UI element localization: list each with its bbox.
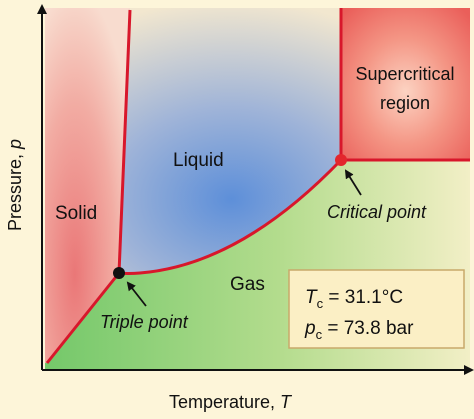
constants-box — [288, 269, 465, 349]
triple-point-label: Triple point — [100, 312, 189, 332]
supercritical-label-line1: Supercritical — [355, 64, 454, 84]
critical-point-arrow — [344, 169, 362, 196]
liquid-label: Liquid — [173, 150, 224, 171]
melting-curve — [117, 9, 132, 274]
critical-pressure-text: pc = 73.8 bar — [304, 318, 414, 342]
x-axis-label: Temperature, T — [169, 392, 293, 412]
vaporization-curve — [118, 158, 343, 275]
critical-temperature-text: Tc = 31.1°C — [305, 287, 403, 311]
sublimation-curve — [45, 272, 121, 364]
triple-point-marker — [113, 267, 125, 279]
gas-label: Gas — [230, 274, 265, 295]
y-axis-label: Pressure, p — [5, 139, 25, 231]
solid-label: Solid — [55, 203, 97, 224]
triple-point-arrow — [126, 281, 147, 307]
critical-point-label: Critical point — [327, 202, 427, 222]
solid-region — [45, 8, 130, 363]
critical-point-marker — [335, 154, 347, 166]
supercritical-region — [341, 8, 470, 160]
supercritical-label-line2: region — [380, 93, 430, 113]
